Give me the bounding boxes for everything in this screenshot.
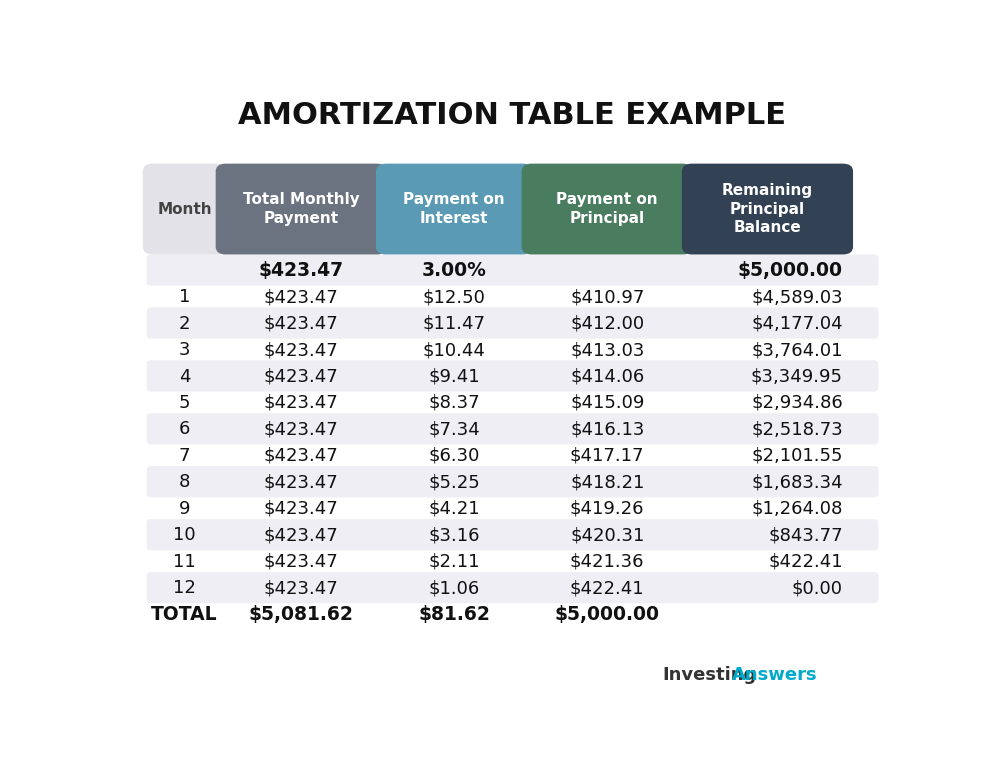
Text: $10.44: $10.44	[423, 341, 486, 359]
FancyBboxPatch shape	[143, 164, 227, 255]
Text: $423.47: $423.47	[264, 553, 339, 570]
FancyBboxPatch shape	[147, 572, 878, 603]
Text: $4.21: $4.21	[428, 500, 480, 518]
Text: $5,081.62: $5,081.62	[249, 605, 354, 624]
Text: $420.31: $420.31	[570, 526, 644, 544]
Text: $11.47: $11.47	[423, 314, 486, 333]
Text: $2,101.55: $2,101.55	[751, 447, 843, 465]
Text: AMORTIZATION TABLE EXAMPLE: AMORTIZATION TABLE EXAMPLE	[239, 102, 786, 130]
Text: $6.30: $6.30	[429, 447, 480, 465]
Text: Total Monthly
Payment: Total Monthly Payment	[243, 192, 360, 226]
Text: $422.41: $422.41	[768, 553, 843, 570]
Text: $5,000.00: $5,000.00	[555, 605, 660, 624]
FancyBboxPatch shape	[522, 164, 693, 255]
FancyBboxPatch shape	[147, 466, 878, 497]
Text: $412.00: $412.00	[570, 314, 644, 333]
Text: Remaining
Principal
Balance: Remaining Principal Balance	[722, 183, 813, 235]
Text: $12.50: $12.50	[423, 288, 486, 306]
Text: $1.06: $1.06	[429, 579, 480, 598]
Text: Payment on
Principal: Payment on Principal	[556, 192, 658, 226]
FancyBboxPatch shape	[376, 164, 532, 255]
Text: $9.41: $9.41	[428, 368, 480, 386]
Text: Month: Month	[157, 202, 212, 217]
Text: $423.47: $423.47	[264, 394, 339, 412]
Text: $5,000.00: $5,000.00	[738, 262, 843, 280]
Text: $421.36: $421.36	[570, 553, 644, 570]
Text: $419.26: $419.26	[570, 500, 644, 518]
Text: $5.25: $5.25	[428, 473, 480, 491]
Text: $3,764.01: $3,764.01	[751, 341, 843, 359]
FancyBboxPatch shape	[147, 307, 878, 338]
Text: $423.47: $423.47	[264, 341, 339, 359]
Text: Investing: Investing	[662, 666, 756, 684]
Text: $2,518.73: $2,518.73	[751, 421, 843, 438]
Text: $1,264.08: $1,264.08	[752, 500, 843, 518]
Text: $423.47: $423.47	[264, 579, 339, 598]
Text: $423.47: $423.47	[264, 314, 339, 333]
FancyBboxPatch shape	[147, 413, 878, 445]
Text: 8: 8	[179, 473, 190, 491]
Text: $8.37: $8.37	[428, 394, 480, 412]
Text: $2,934.86: $2,934.86	[751, 394, 843, 412]
Text: $423.47: $423.47	[264, 473, 339, 491]
Text: 6: 6	[179, 421, 190, 438]
Text: $418.21: $418.21	[570, 473, 644, 491]
Text: $4,177.04: $4,177.04	[751, 314, 843, 333]
Text: $423.47: $423.47	[264, 368, 339, 386]
Text: $415.09: $415.09	[570, 394, 644, 412]
FancyBboxPatch shape	[147, 360, 878, 392]
Text: 10: 10	[173, 526, 196, 544]
Text: $422.41: $422.41	[570, 579, 645, 598]
Text: $414.06: $414.06	[570, 368, 644, 386]
Text: $4,589.03: $4,589.03	[751, 288, 843, 306]
Text: 11: 11	[173, 553, 196, 570]
Text: 4: 4	[179, 368, 190, 386]
Text: $0.00: $0.00	[792, 579, 843, 598]
Text: Payment on
Interest: Payment on Interest	[403, 192, 505, 226]
Text: $843.77: $843.77	[768, 526, 843, 544]
Text: 2: 2	[179, 314, 190, 333]
Text: $423.47: $423.47	[264, 526, 339, 544]
Text: $417.17: $417.17	[570, 447, 644, 465]
Text: 5: 5	[179, 394, 190, 412]
Text: 1: 1	[179, 288, 190, 306]
FancyBboxPatch shape	[216, 164, 387, 255]
Text: $423.47: $423.47	[264, 421, 339, 438]
Text: $423.47: $423.47	[264, 500, 339, 518]
Text: 12: 12	[173, 579, 196, 598]
Text: Answers: Answers	[732, 666, 817, 684]
Text: $423.47: $423.47	[264, 288, 339, 306]
Text: $3.16: $3.16	[428, 526, 480, 544]
FancyBboxPatch shape	[147, 519, 878, 550]
FancyBboxPatch shape	[682, 164, 853, 255]
Text: $423.47: $423.47	[264, 447, 339, 465]
Text: 3.00%: 3.00%	[422, 262, 487, 280]
Text: $2.11: $2.11	[428, 553, 480, 570]
Text: $3,349.95: $3,349.95	[751, 368, 843, 386]
Text: $423.47: $423.47	[259, 262, 344, 280]
Text: $7.34: $7.34	[428, 421, 480, 438]
Text: 7: 7	[179, 447, 190, 465]
Text: $410.97: $410.97	[570, 288, 644, 306]
Text: 9: 9	[179, 500, 190, 518]
Text: $81.62: $81.62	[418, 605, 490, 624]
Text: $416.13: $416.13	[570, 421, 644, 438]
Text: $1,683.34: $1,683.34	[751, 473, 843, 491]
Text: $413.03: $413.03	[570, 341, 644, 359]
Text: 3: 3	[179, 341, 190, 359]
FancyBboxPatch shape	[147, 255, 878, 286]
Text: TOTAL: TOTAL	[151, 605, 218, 624]
